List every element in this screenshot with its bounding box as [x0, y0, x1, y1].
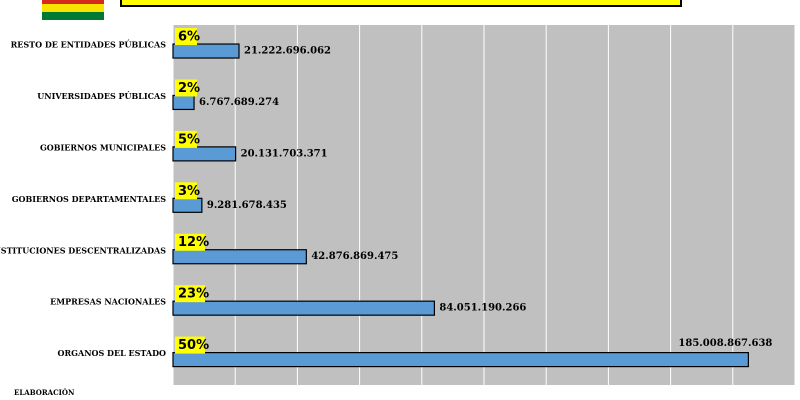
share-label: 3%	[178, 184, 200, 199]
share-box	[175, 336, 205, 354]
share-label: 5%	[178, 132, 200, 147]
category-label: GOBIERNOS DEPARTAMENTALES	[12, 194, 167, 204]
value-label: 21.222.696.062	[244, 46, 331, 57]
share-box	[175, 182, 197, 200]
share-label: 6%	[178, 30, 200, 45]
flag-red	[42, 0, 104, 4]
share-box	[175, 130, 197, 148]
bar	[172, 300, 435, 316]
bar	[172, 197, 203, 213]
bar	[172, 249, 307, 265]
grid	[172, 25, 796, 385]
share-box	[175, 79, 197, 97]
value-label: 84.051.190.266	[439, 303, 526, 314]
marks: RESTO DE ENTIDADES PÚBLICAS 21.222.696.06…	[0, 28, 772, 368]
title-banner	[120, 0, 682, 7]
share-box	[175, 233, 205, 251]
category-label: INSTITUCIONES DESCENTRALIZADAS	[0, 245, 166, 255]
share-box	[175, 28, 197, 46]
category-label: GOBIERNOS MUNICIPALES	[40, 142, 166, 152]
footer: ELABORACIÓN	[14, 388, 75, 397]
share-label: 2%	[178, 81, 200, 96]
category-label: RESTO DE ENTIDADES PÚBLICAS	[11, 40, 167, 50]
value-label: 185.008.867.638	[678, 338, 772, 349]
value-label: 42.876.869.475	[311, 251, 398, 262]
flag-yellow	[42, 4, 104, 12]
value-label: 6.767.689.274	[199, 97, 279, 108]
bar	[172, 352, 749, 368]
bar	[172, 43, 240, 59]
share-label: 23%	[178, 287, 209, 302]
category-label: UNIVERSIDADES PÚBLICAS	[37, 91, 166, 101]
share-box	[175, 285, 205, 303]
bar	[172, 146, 237, 162]
share-label: 12%	[178, 235, 209, 250]
value-label: 20.131.703.371	[241, 148, 328, 159]
flag-green	[42, 12, 104, 20]
category-label: ORGANOS DEL ESTADO	[58, 348, 166, 358]
share-label: 50%	[178, 338, 209, 353]
category-label: EMPRESAS NACIONALES	[50, 297, 166, 307]
bar	[172, 94, 195, 111]
value-label: 9.281.678.435	[207, 200, 287, 211]
